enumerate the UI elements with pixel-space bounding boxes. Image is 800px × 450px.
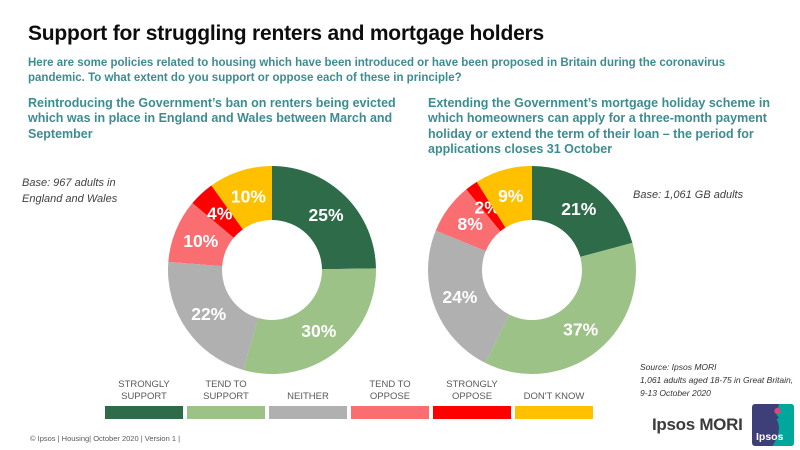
slice-value-label: 4% (207, 203, 233, 223)
renters-donut-chart: 25%30%22%10%4%10% (167, 166, 376, 374)
logo-pink-detail (773, 407, 781, 415)
donut-slice-neither (167, 261, 259, 370)
right-chart-title: Extending the Government’s mortgage holi… (428, 96, 770, 156)
ipsos-logo-icon: Ipsos (751, 404, 794, 446)
source-line: 9-13 October 2020 (640, 388, 711, 399)
donut-slice-tend-to-support (243, 268, 376, 374)
legend-item-neither: NEITHER (269, 376, 347, 419)
slice-value-label: 21% (561, 199, 596, 219)
donut-slice-don-t-know (211, 166, 272, 230)
slice-value-label: 30% (301, 321, 336, 341)
source-line: 1,061 adults aged 18-75 in Great Britain… (640, 375, 794, 386)
legend-label: TEND TO OPPOSE (369, 379, 411, 403)
donut-slice-neither (428, 230, 510, 363)
legend-label: TEND TO SUPPORT (203, 379, 249, 403)
donut-slice-tend-to-support (485, 242, 636, 375)
legend-color-swatch (433, 406, 511, 419)
legend-item-tend-to-oppose: TEND TO OPPOSE (351, 376, 429, 419)
legend-label: DON'T KNOW (523, 391, 585, 403)
footer-version-text: © Ipsos | Housing| October 2020 | Versio… (30, 434, 181, 443)
source-line: Source: Ipsos MORI (640, 362, 717, 372)
mortgage-donut-chart: 21%37%24%8%2%9% (428, 166, 636, 375)
slice-value-label: 9% (498, 186, 524, 206)
donut-slice-strongly-support (532, 166, 633, 257)
slice-value-label: 10% (231, 187, 266, 207)
slice-value-label: 22% (191, 304, 226, 324)
logo-text: Ipsos (756, 431, 784, 443)
legend-color-swatch (105, 406, 183, 419)
left-base-note: Base: 967 adults in England and Wales (22, 177, 118, 205)
slice-value-label: 10% (183, 231, 218, 251)
legend-label: STRONGLY SUPPORT (118, 379, 170, 403)
donut-slice-tend-to-oppose (168, 203, 234, 267)
legend-item-tend-to-support: TEND TO SUPPORT (187, 376, 265, 419)
legend-item-strongly-oppose: STRONGLY OPPOSE (433, 376, 511, 419)
donut-slice-strongly-oppose (192, 185, 243, 238)
slice-value-label: 25% (309, 205, 344, 225)
left-chart-title: Reintroducing the Government’s ban on re… (28, 96, 396, 141)
donut-slice-strongly-support (272, 166, 376, 270)
slice-value-label: 8% (457, 214, 483, 234)
legend-item-don-t-know: DON'T KNOW (515, 376, 593, 419)
slice-value-label: 37% (563, 320, 598, 340)
right-base-note: Base: 1,061 GB adults (633, 189, 744, 201)
ipsos-mori-wordmark: Ipsos MORI (652, 415, 743, 434)
question-text: Here are some policies related to housin… (28, 57, 726, 84)
logo-face-profile-shape (772, 404, 794, 446)
legend-color-swatch (187, 406, 265, 419)
legend-color-swatch (515, 406, 593, 419)
chart-legend: STRONGLY SUPPORT TEND TO SUPPORT NEITHER TE… (105, 376, 593, 419)
legend-label: STRONGLY OPPOSE (446, 379, 498, 403)
source-note: Source: Ipsos MORI 1,061 adults aged 18-… (640, 361, 798, 401)
legend-color-swatch (351, 406, 429, 419)
page-title: Support for struggling renters and mortg… (28, 22, 544, 45)
legend-label: NEITHER (287, 391, 329, 403)
legend-item-strongly-support: STRONGLY SUPPORT (105, 376, 183, 419)
branding: Ipsos MORI Ipsos (652, 404, 794, 446)
donut-slice-strongly-oppose (466, 181, 506, 232)
slice-value-label: 24% (442, 287, 477, 307)
donut-slice-don-t-know (476, 166, 532, 228)
legend-color-swatch (269, 406, 347, 419)
donut-slice-tend-to-oppose (435, 189, 501, 252)
